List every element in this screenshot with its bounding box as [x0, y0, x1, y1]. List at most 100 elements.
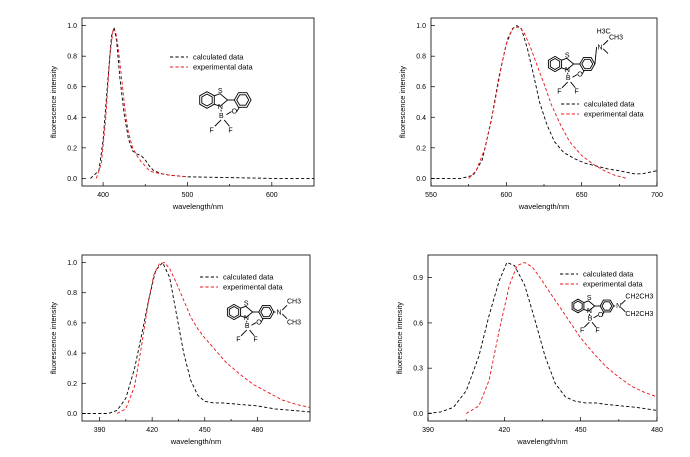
svg-text:O: O [598, 312, 604, 319]
chart-panel-3: 390 420 450 480 0.0 0.2 0.4 0.6 0.8 1.0 wavelength… [49, 254, 311, 446]
y-tick-label: 0.2 [67, 381, 77, 388]
y-tick-label: 0.6 [413, 320, 423, 327]
x-axis-label: wavelength/nm [518, 202, 569, 211]
y-tick-label: 0.3 [413, 366, 423, 373]
svg-text:N: N [587, 308, 592, 315]
svg-text:O: O [232, 109, 238, 116]
x-tick-label: 390 [422, 427, 434, 434]
x-tick-label: 600 [266, 192, 278, 199]
series-line-experimental [116, 262, 311, 414]
series-line-calculated [82, 262, 311, 414]
svg-text:B: B [588, 315, 593, 322]
legend-label: experimental data [223, 283, 283, 292]
svg-text:F: F [557, 88, 561, 95]
svg-text:O: O [256, 319, 262, 326]
x-tick-label: 600 [500, 192, 512, 199]
x-tick-label: 390 [94, 427, 106, 434]
x-axis-label: wavelength/nm [170, 437, 221, 446]
x-tick-label: 480 [651, 427, 663, 434]
legend-label: experimental data [584, 110, 644, 119]
svg-text:S: S [218, 88, 223, 95]
svg-text:B: B [219, 113, 224, 120]
svg-text:F: F [228, 128, 232, 135]
y-tick-label: 0.0 [416, 176, 426, 183]
y-tick-label: 0.8 [67, 290, 77, 297]
svg-text:F: F [574, 88, 578, 95]
svg-text:N: N [244, 315, 249, 322]
svg-text:CH2CH3: CH2CH3 [625, 293, 653, 300]
svg-text:N: N [277, 309, 282, 316]
svg-text:N: N [565, 67, 570, 74]
y-axis-label: fluorescence intensity [49, 66, 58, 138]
plot-frame [81, 17, 315, 187]
y-tick-label: 0.8 [416, 54, 426, 61]
svg-text:B: B [245, 323, 250, 330]
x-tick-label: 650 [576, 192, 588, 199]
x-tick-label: 450 [575, 427, 587, 434]
y-tick-label: 0.4 [67, 115, 77, 122]
svg-text:CH2CH3: CH2CH3 [625, 311, 653, 318]
legend-label: experimental data [193, 63, 253, 72]
chart-panel-4: 390 420 450 480 0.0 0.3 0.6 0.9 wavelength/nm flu… [395, 254, 663, 446]
y-axis-label: fluorescence intensity [49, 302, 58, 374]
x-tick-label: 400 [97, 192, 109, 199]
svg-text:F: F [236, 336, 240, 343]
legend-label: calculated data [223, 273, 274, 282]
legend-label: calculated data [584, 100, 635, 109]
series-line-experimental [468, 26, 628, 179]
y-tick-label: 0.4 [67, 351, 77, 358]
legend-label: experimental data [583, 280, 643, 289]
svg-text:B: B [566, 75, 571, 82]
x-tick-label: 550 [425, 192, 437, 199]
svg-text:F: F [580, 327, 584, 334]
x-tick-label: 700 [651, 192, 663, 199]
y-tick-label: 0.0 [67, 176, 77, 183]
chart-panel-2: 550 600 650 700 0.0 0.2 0.4 0.6 0.8 1.0 wavelength… [398, 17, 663, 211]
svg-text:F: F [210, 128, 214, 135]
svg-text:S: S [587, 295, 592, 302]
svg-text:F: F [595, 327, 599, 334]
x-tick-label: 420 [146, 427, 158, 434]
x-tick-label: 450 [199, 427, 211, 434]
plot-frame [81, 254, 311, 422]
y-tick-label: 0.6 [67, 320, 77, 327]
svg-text:N: N [598, 44, 603, 51]
y-tick-label: 1.0 [67, 23, 77, 30]
chart-panel-1: 400 500 600 0.0 0.2 0.4 0.6 0.8 1.0 wavelength/nm… [49, 17, 315, 211]
y-tick-label: 0.0 [67, 411, 77, 418]
y-tick-label: 0.2 [416, 145, 426, 152]
x-tick-label: 500 [182, 192, 194, 199]
svg-text:CH3: CH3 [287, 298, 301, 305]
svg-text:F: F [253, 336, 257, 343]
y-tick-label: 0.8 [67, 54, 77, 61]
x-tick-label: 480 [252, 427, 264, 434]
y-tick-label: 1.0 [67, 260, 77, 267]
svg-text:S: S [244, 301, 249, 308]
svg-text:CH3: CH3 [287, 319, 301, 326]
svg-text:S: S [565, 53, 570, 60]
y-axis-label: fluorescence intensity [398, 66, 407, 138]
series-line-calculated [427, 262, 658, 414]
svg-text:H3C: H3C [597, 29, 611, 36]
svg-text:O: O [577, 71, 583, 78]
x-axis-label: wavelength/nm [172, 202, 223, 211]
svg-text:N: N [218, 104, 223, 111]
y-tick-label: 0.0 [413, 411, 423, 418]
molecule-structure-1: S NB O F F [199, 88, 252, 135]
y-axis-label: fluorescence intensity [395, 302, 404, 374]
y-tick-label: 0.9 [413, 275, 423, 282]
svg-text:N: N [616, 303, 621, 310]
x-axis-label: wavelength/nm [516, 437, 567, 446]
x-tick-label: 420 [498, 427, 510, 434]
y-tick-label: 1.0 [416, 23, 426, 30]
svg-text:CH3: CH3 [609, 34, 623, 41]
legend-label: calculated data [193, 53, 244, 62]
